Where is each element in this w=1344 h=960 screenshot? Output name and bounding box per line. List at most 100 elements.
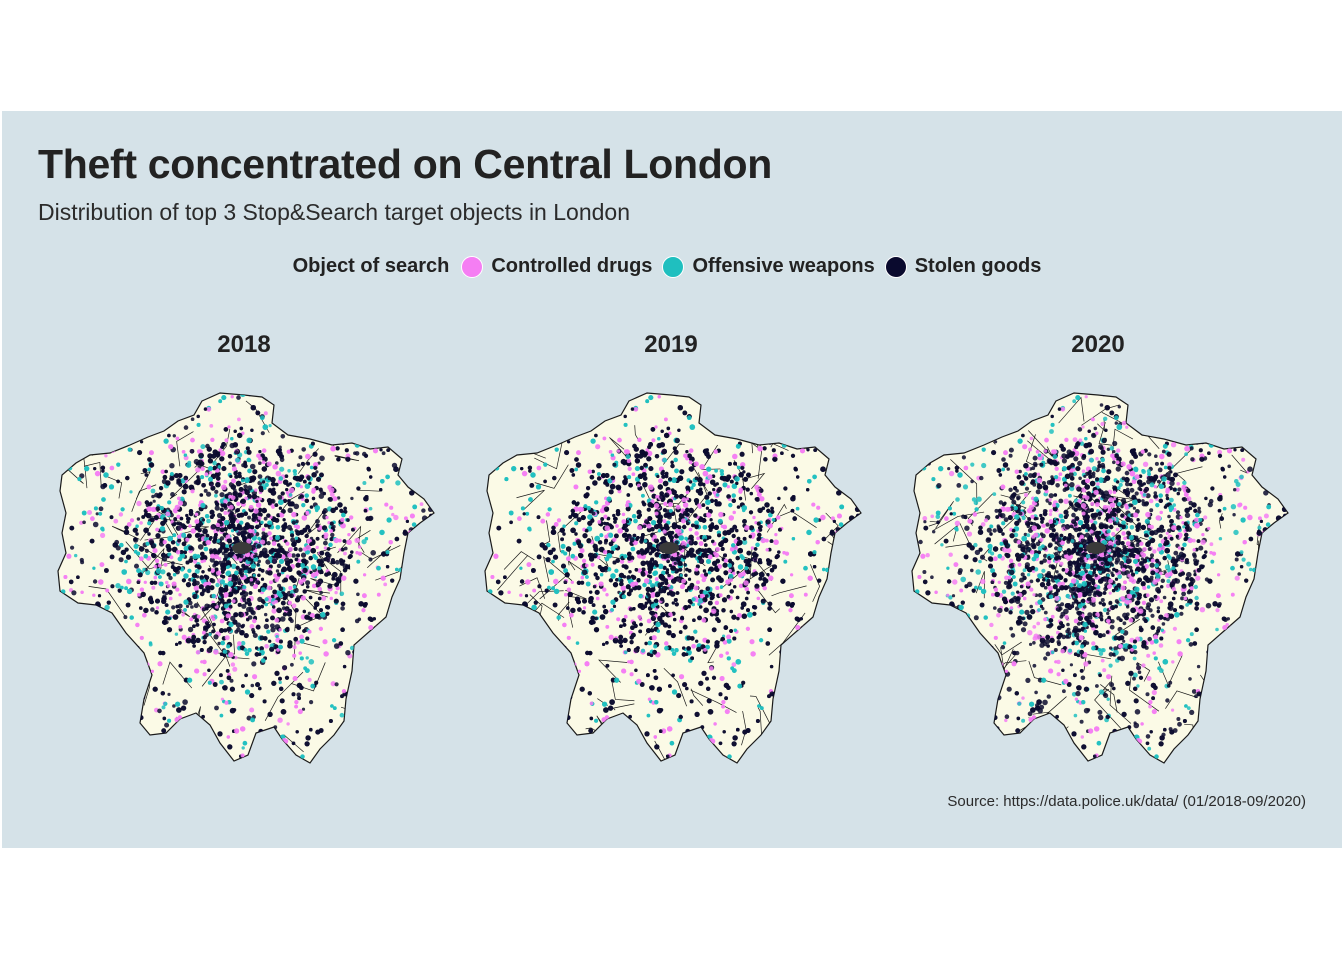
search-point <box>237 432 243 439</box>
search-point <box>291 553 296 558</box>
search-point <box>58 742 60 747</box>
search-point <box>260 431 265 436</box>
search-point <box>98 579 104 585</box>
map-2019 <box>484 392 862 764</box>
search-point <box>344 749 350 755</box>
search-point <box>58 699 62 705</box>
search-point <box>315 470 319 474</box>
borough-boundary <box>169 470 199 500</box>
search-point <box>204 472 209 476</box>
legend-label-offensive-weapons: Offensive weapons <box>692 255 875 277</box>
search-point <box>419 535 424 540</box>
search-point <box>74 746 81 752</box>
search-point <box>201 483 206 488</box>
search-point <box>300 563 305 568</box>
search-point <box>530 726 535 732</box>
search-point <box>344 433 350 438</box>
search-point <box>394 446 399 451</box>
search-point <box>174 504 180 510</box>
search-point <box>373 448 378 454</box>
search-point <box>258 512 263 517</box>
search-point <box>288 558 294 564</box>
search-point <box>274 535 281 541</box>
search-point <box>314 571 319 577</box>
search-point <box>381 451 386 456</box>
search-point <box>384 714 388 718</box>
search-point <box>67 396 73 402</box>
search-point <box>389 655 394 660</box>
search-point <box>137 658 141 663</box>
search-point <box>203 625 208 630</box>
search-point <box>406 716 411 722</box>
search-point <box>284 474 289 478</box>
search-point <box>271 601 276 605</box>
search-point <box>277 717 283 723</box>
search-point <box>255 502 262 508</box>
search-point <box>341 689 347 694</box>
search-point <box>82 749 87 754</box>
search-point <box>301 503 306 508</box>
legend-label-controlled-drugs: Controlled drugs <box>491 255 653 277</box>
search-point <box>211 617 216 621</box>
search-point <box>797 662 802 667</box>
search-point <box>202 659 207 665</box>
search-point <box>323 395 327 399</box>
search-point <box>305 636 310 641</box>
search-point <box>421 508 426 513</box>
search-point <box>135 532 139 536</box>
search-point <box>384 639 388 643</box>
search-point <box>333 643 340 649</box>
search-point <box>339 712 345 718</box>
search-point <box>420 647 426 652</box>
search-point <box>267 520 272 526</box>
search-point <box>114 688 119 693</box>
search-point <box>419 502 424 506</box>
search-point <box>166 627 173 633</box>
search-point <box>356 559 361 564</box>
search-point <box>275 525 281 530</box>
search-point <box>124 559 128 564</box>
search-point <box>257 737 261 741</box>
search-point <box>357 617 362 622</box>
search-point <box>789 674 794 680</box>
search-point <box>220 574 224 578</box>
search-point <box>120 694 125 699</box>
search-point <box>86 714 91 719</box>
search-point <box>223 527 228 532</box>
search-point <box>233 429 237 433</box>
search-point <box>294 700 299 705</box>
search-point <box>403 423 409 429</box>
search-point <box>181 450 186 454</box>
search-point <box>119 642 125 648</box>
search-point <box>160 569 166 575</box>
search-point <box>257 536 261 541</box>
legend-swatch-stolen-goods <box>884 255 907 278</box>
search-point <box>707 393 713 398</box>
search-point <box>231 478 236 484</box>
search-point <box>82 642 86 646</box>
search-point <box>144 743 150 749</box>
search-point <box>325 515 329 520</box>
search-point <box>210 568 215 573</box>
search-point <box>343 509 348 514</box>
search-point <box>271 594 275 599</box>
search-point <box>85 450 89 455</box>
search-point <box>350 496 354 501</box>
search-point <box>258 507 263 513</box>
facet-title-2019: 2019 <box>644 331 698 358</box>
search-point <box>185 560 190 565</box>
search-point <box>246 449 252 455</box>
search-point <box>294 704 298 709</box>
search-point <box>208 476 213 482</box>
search-point <box>118 557 124 563</box>
search-point <box>214 489 219 494</box>
search-point <box>814 642 819 647</box>
search-point <box>355 406 360 411</box>
search-point <box>333 598 339 604</box>
search-point <box>293 503 300 510</box>
search-point <box>277 543 281 547</box>
search-point <box>272 487 276 491</box>
search-point <box>388 540 393 545</box>
search-point <box>367 681 372 686</box>
search-point <box>311 487 317 493</box>
